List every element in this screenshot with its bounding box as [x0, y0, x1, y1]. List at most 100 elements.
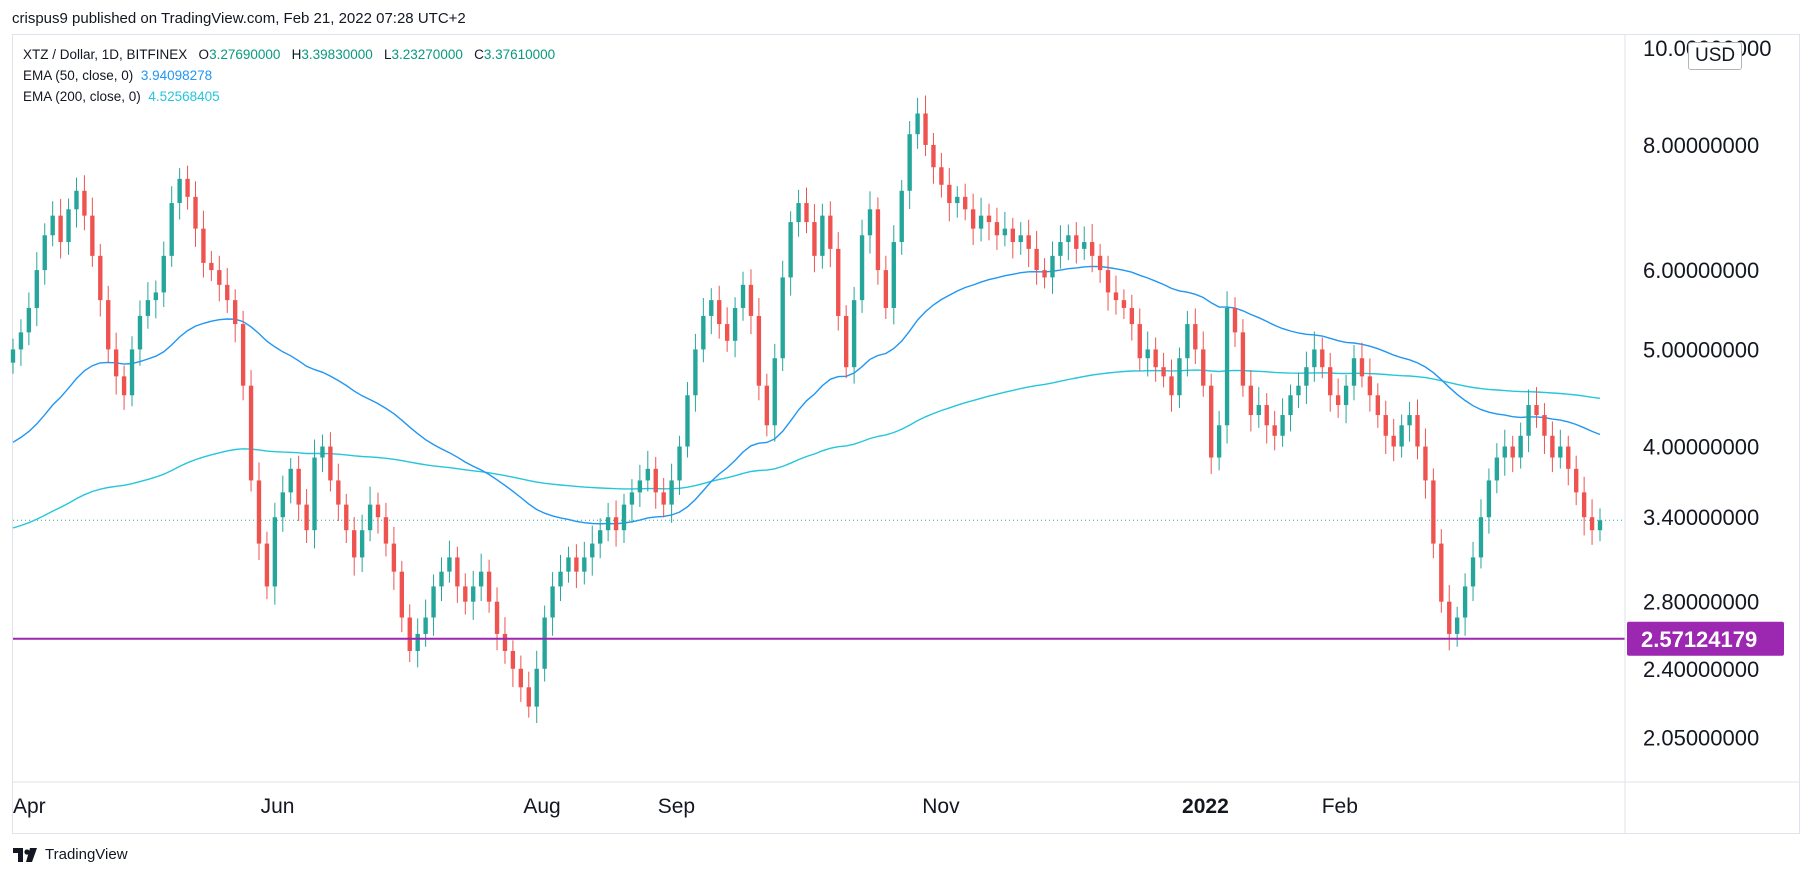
candle-body [510, 650, 516, 669]
candle [867, 191, 873, 254]
candle-body [463, 586, 468, 602]
candle-body [256, 480, 262, 544]
candle [185, 165, 190, 210]
candle-body [1510, 446, 1515, 458]
candle [129, 336, 135, 407]
candle [447, 540, 452, 583]
candle [1097, 243, 1103, 283]
candle-body [907, 134, 912, 191]
chart-frame[interactable] [12, 34, 1800, 834]
candle-body [1415, 415, 1420, 447]
candle [764, 373, 770, 437]
candle-body [399, 571, 404, 618]
candle-body [1185, 324, 1190, 359]
candle [1383, 400, 1388, 454]
candle-body [18, 332, 24, 350]
candle [1216, 410, 1222, 471]
candle-body [780, 277, 785, 359]
candle-body [566, 557, 571, 572]
currency-button[interactable]: USD [1688, 42, 1743, 70]
candle-body [1542, 415, 1547, 436]
candle [1121, 289, 1127, 319]
candle [1209, 373, 1214, 474]
candle-body [98, 255, 103, 301]
candle [272, 502, 278, 605]
candle-body [1566, 446, 1571, 469]
candle [1145, 331, 1150, 377]
candle-body [899, 190, 904, 243]
candle-body [1320, 349, 1325, 368]
candle [970, 193, 976, 246]
candle [1240, 319, 1246, 397]
candle-body [494, 601, 500, 634]
candle-body [50, 215, 55, 236]
candle-body [891, 242, 896, 308]
candle [169, 186, 174, 267]
candle-body [359, 530, 365, 558]
candle [629, 479, 635, 523]
candle-body [677, 446, 682, 481]
legend-ema200-row[interactable]: EMA (200, close, 0) 4.52568405 [23, 86, 555, 107]
candle [843, 305, 849, 379]
candle-body [1312, 349, 1317, 368]
candle-body [486, 571, 492, 602]
candle-body [986, 215, 992, 223]
candle [248, 370, 254, 492]
candle-body [550, 586, 555, 618]
candle [986, 203, 992, 241]
candle-body [1558, 446, 1563, 458]
candle [494, 587, 500, 651]
candle [740, 271, 746, 321]
candle-body [423, 617, 428, 634]
support-price-tag [1627, 621, 1784, 656]
legend-ema50-row[interactable]: EMA (50, close, 0) 3.94098278 [23, 65, 555, 86]
candle [907, 121, 912, 209]
candle-body [1574, 468, 1579, 493]
candle-body [970, 209, 976, 229]
axis-layer: 10.000000008.000000006.000000005.0000000… [13, 35, 1799, 834]
candle-body [209, 262, 214, 271]
candle-body [1304, 367, 1309, 386]
y-tick-label: 4.00000000 [1643, 435, 1759, 460]
candle-body [391, 543, 397, 572]
candle [431, 574, 436, 636]
candle [153, 280, 159, 319]
candle [748, 269, 754, 335]
candle-body [526, 687, 531, 707]
candle-body [1018, 235, 1023, 243]
candle-body [502, 633, 508, 651]
candle [137, 300, 143, 366]
candle-body [1383, 415, 1388, 436]
candle [201, 210, 206, 278]
candle [359, 514, 365, 573]
brand[interactable]: TradingView [13, 846, 128, 863]
ema50-layer [12, 265, 1601, 525]
candle [1304, 351, 1309, 404]
candle-body [232, 300, 238, 325]
candle [296, 455, 301, 522]
candle [1574, 455, 1579, 506]
candle [1018, 222, 1023, 255]
candle-body [796, 203, 801, 223]
candle [1343, 374, 1349, 424]
candle-body [963, 196, 968, 210]
candle-body [1193, 324, 1198, 350]
candle [923, 95, 928, 156]
candle [18, 319, 24, 366]
y-tick-label: 2.05000000 [1643, 725, 1759, 750]
candle-body [383, 517, 389, 544]
candle [98, 243, 103, 317]
candle [106, 285, 111, 363]
candle-body [653, 468, 658, 493]
candle [336, 463, 341, 522]
candle-body [304, 504, 309, 531]
candle [42, 223, 47, 285]
legend-open: 3.27690000 [209, 47, 281, 62]
candle [478, 553, 484, 602]
candle-body [240, 324, 246, 386]
candle [915, 97, 920, 149]
candle-body [367, 504, 373, 531]
candle-body [605, 517, 611, 531]
candle-body [1470, 557, 1476, 587]
